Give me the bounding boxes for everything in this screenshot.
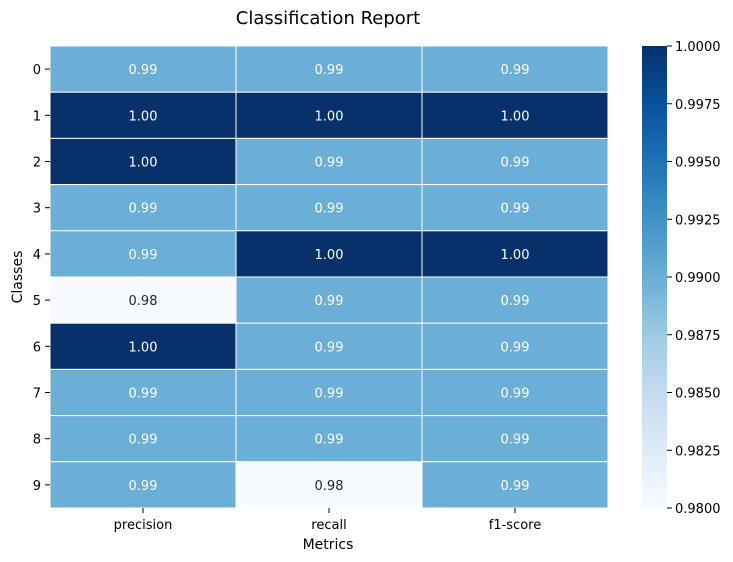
colorbar-tick-label: 0.9800 [675,502,721,517]
cell-value-label: 0.99 [315,294,344,309]
heatmap-cell [49,415,237,463]
colorbar-tick-label: 0.9875 [675,329,721,344]
cell-value-label: 0.99 [315,202,344,217]
heatmap-cell [49,368,237,417]
heatmap-cell [421,184,609,232]
heatmap-cell [49,322,237,370]
y-tick-labels: 0 1 2 3 4 5 6 7 8 9 [33,63,50,494]
cell-value-label: 0.98 [129,294,158,309]
cell-value-label: 0.99 [501,479,530,494]
colorbar-tick-label: 0.9925 [675,213,721,228]
heatmap-cell [49,45,237,93]
heatmap-cell [235,230,423,278]
cell-value-label: 0.99 [129,63,158,78]
heatmap-cell [235,45,423,93]
colorbar-ticks: 1.0000 0.9975 0.9950 0.9925 0.9900 0.9875 0.98… [667,40,721,517]
heatmap-cell [421,276,609,324]
cell-value-label: 0.99 [501,340,530,355]
y-tick-label: 0 [33,63,41,78]
cell-value-label: 0.99 [129,433,158,448]
x-tick-label: recall [311,518,346,533]
colorbar-tick-label: 0.9900 [675,271,721,286]
colorbar-tick-label: 0.9975 [675,98,721,113]
cell-value-label: 1.00 [129,109,158,124]
heatmap-cell [235,91,423,139]
y-tick-label: 8 [33,433,41,448]
y-tick-label: 7 [33,387,41,402]
y-tick-label: 1 [33,109,41,124]
cell-value-label: 1.00 [129,156,158,171]
x-tick-label: f1-score [489,518,541,533]
x-tick-labels: precision recall f1-score [114,508,541,533]
heatmap-cell [421,322,609,370]
cell-value-label: 0.99 [315,433,344,448]
cell-value-label: 0.99 [129,202,158,217]
cell-value-label: 0.99 [315,340,344,355]
colorbar-tick-label: 0.9825 [675,444,721,459]
heatmap-cell [49,230,237,278]
colorbar-tick-label: 1.0000 [675,40,721,55]
cell-value-label: 0.99 [129,479,158,494]
cell-annotations: 0.99 0.99 0.99 1.00 1.00 1.00 1.00 0.99 0.99 0.99… [129,63,530,494]
y-axis-label: Classes [10,251,26,304]
y-tick-label: 2 [33,156,41,171]
cell-value-label: 0.99 [315,156,344,171]
cell-value-label: 0.98 [315,479,344,494]
heatmap-cell [49,184,237,232]
cell-value-label: 0.99 [129,248,158,263]
heatmap-cell [421,415,609,463]
colorbar-tick-label: 0.9950 [675,156,721,171]
colorbar [642,46,667,508]
heatmap-cell [235,461,423,509]
chart-title: Classification Report [236,8,421,29]
cell-value-label: 0.99 [501,202,530,217]
heatmap-cells [49,45,609,509]
heatmap-cell [421,45,609,93]
y-tick-label: 9 [33,479,41,494]
heatmap-cell [235,276,423,324]
heatmap-cell [421,368,609,417]
cell-value-label: 0.99 [501,294,530,309]
y-tick-label: 4 [33,248,41,263]
cell-value-label: 1.00 [315,248,344,263]
cell-value-label: 1.00 [501,109,530,124]
heatmap-cell [49,461,237,509]
cell-value-label: 0.99 [315,387,344,402]
cell-value-label: 0.99 [129,387,158,402]
cell-value-label: 0.99 [501,433,530,448]
y-tick-label: 5 [33,294,41,309]
cell-value-label: 0.99 [501,387,530,402]
heatmap-cell [235,368,423,417]
y-tick-label: 3 [33,202,41,217]
heatmap-cell [49,91,237,139]
colorbar-tick-label: 0.9850 [675,387,721,402]
x-tick-label: precision [114,518,173,533]
cell-value-label: 1.00 [129,340,158,355]
cell-value-label: 0.99 [501,63,530,78]
heatmap-cell [421,91,609,139]
heatmap-cell [235,322,423,370]
cell-value-label: 1.00 [315,109,344,124]
cell-value-label: 1.00 [501,248,530,263]
x-axis-label: Metrics [303,537,354,553]
cell-value-label: 0.99 [315,63,344,78]
heatmap-cell [421,230,609,278]
heatmap-cell [421,461,609,509]
heatmap-cell [235,137,423,186]
y-tick-label: 6 [33,340,41,355]
cell-value-label: 0.99 [501,156,530,171]
